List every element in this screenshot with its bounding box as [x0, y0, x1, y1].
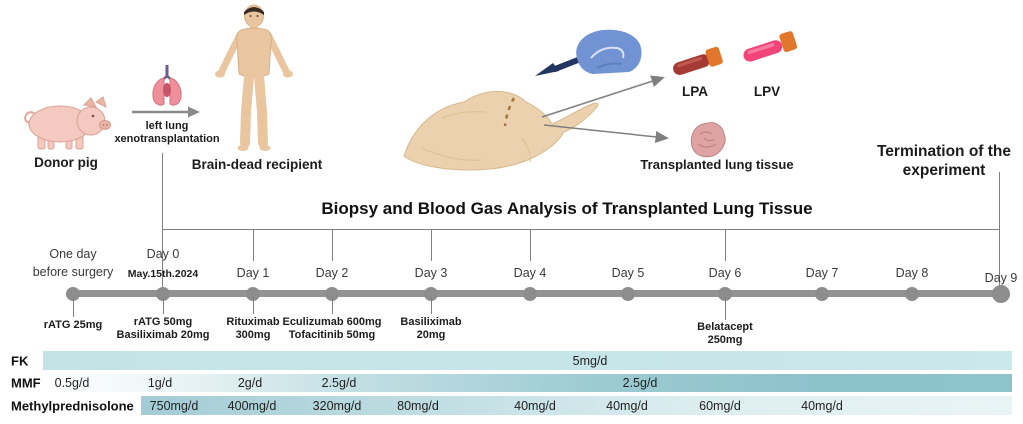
drug-event-connector	[163, 297, 164, 314]
timeline-dot	[621, 286, 635, 301]
dose-value: 40mg/d	[801, 398, 843, 413]
drug-event-label: Basiliximab 20mg	[400, 316, 462, 341]
day-label: Day 1	[236, 266, 270, 280]
termination-label-line2: experiment	[902, 162, 986, 179]
dose-value: 750mg/d	[149, 398, 199, 413]
fk-dose-bar	[43, 351, 1012, 370]
dose-value: 40mg/d	[606, 398, 648, 413]
dose-value: 2.5g/d	[321, 376, 357, 390]
termination-label-line1: Termination of the	[876, 143, 1012, 160]
dose-value: 5mg/d	[572, 353, 608, 368]
recipient-label: Brain-dead recipient	[191, 157, 323, 172]
timeline-dot	[992, 284, 1010, 303]
biopsy-tick	[332, 229, 333, 261]
dose-value: 60mg/d	[699, 398, 741, 413]
timeline-dot	[246, 286, 260, 301]
drug-event-connector	[332, 297, 333, 314]
drug-event-connector	[73, 297, 74, 317]
day-label: Day 2	[315, 266, 349, 280]
biopsy-tick	[253, 229, 254, 261]
lpv-tube-icon	[743, 31, 798, 62]
transplant-arrow-icon	[132, 106, 200, 118]
dose-value: 320mg/d	[312, 398, 362, 413]
biopsy-tick	[725, 229, 726, 261]
dose-value: 2.5g/d	[622, 376, 658, 390]
lungs-icon	[152, 65, 182, 106]
termination-connector-line	[999, 172, 1000, 293]
timeline-dot	[156, 286, 170, 301]
drug-event-connector	[431, 297, 432, 314]
day-label: Day 7	[805, 266, 839, 280]
donor-pig-icon	[24, 96, 111, 150]
biopsy-tick	[530, 229, 531, 261]
timeline-dot	[523, 286, 537, 301]
sample-arrows-icon	[541, 75, 669, 143]
day-label: Day 6	[708, 266, 742, 280]
lpv-label: LPV	[753, 84, 781, 99]
dose-value: 1g/d	[147, 376, 173, 390]
drug-event-label: Belatacept 250mg	[697, 321, 753, 346]
day-label: Day 3	[414, 266, 448, 280]
day-sublabel: May.15th.2024	[127, 268, 199, 280]
dose-value: 2g/d	[237, 376, 263, 390]
dose-value: 0.5g/d	[54, 376, 90, 390]
drug-row-label: MMF	[11, 375, 41, 391]
day-label: One day	[49, 247, 97, 261]
day-sublabel: before surgery	[32, 265, 114, 279]
methylprednisolone-dose-bar	[141, 396, 1012, 415]
timeline-dot	[424, 286, 438, 301]
transplant-label-line2: xenotransplantation	[114, 133, 220, 145]
lpa-label: LPA	[682, 84, 708, 99]
drug-event-label: Eculizumab 600mg Tofacitinib 50mg	[282, 316, 382, 341]
day-label: Day 9	[984, 271, 1018, 285]
timeline-dot	[325, 286, 339, 301]
dose-value: 80mg/d	[397, 398, 439, 413]
drug-row-label: FK	[11, 353, 29, 368]
biopsy-torso-icon	[403, 90, 599, 171]
day-label: Day 0	[146, 247, 180, 261]
dose-value: 400mg/d	[227, 398, 277, 413]
mmf-dose-bar	[45, 374, 1012, 392]
day-label: Day 8	[895, 266, 929, 280]
biopsy-title: Biopsy and Blood Gas Analysis of Transpl…	[321, 199, 813, 218]
lung-tissue-icon	[690, 122, 726, 158]
drug-event-connector	[253, 297, 254, 314]
drug-event-label: Rituximab 300mg	[226, 316, 280, 341]
tissue-label: Transplanted lung tissue	[640, 157, 794, 172]
timeline-dot	[905, 286, 919, 301]
timeline-dot	[66, 286, 80, 301]
drug-event-connector	[725, 297, 726, 320]
biopsy-tick	[431, 229, 432, 261]
scalpel-hand-icon	[535, 29, 642, 76]
day-label: Day 5	[611, 266, 645, 280]
donor-pig-label: Donor pig	[34, 155, 98, 170]
timeline-dot	[815, 286, 829, 301]
drug-row-label: Methylprednisolone	[11, 398, 134, 413]
transplant-connector-line	[162, 153, 163, 293]
recipient-figure-icon	[215, 4, 293, 151]
timeline-dot	[718, 286, 732, 301]
lpa-tube-icon	[673, 46, 723, 76]
biopsy-bracket-line	[162, 229, 999, 230]
drug-event-label: rATG 50mg Basiliximab 20mg	[116, 316, 210, 341]
day-label: Day 4	[513, 266, 547, 280]
transplant-label-line1: left lung	[145, 120, 189, 132]
dose-value: 40mg/d	[514, 398, 556, 413]
drug-event-label: rATG 25mg	[43, 319, 103, 331]
